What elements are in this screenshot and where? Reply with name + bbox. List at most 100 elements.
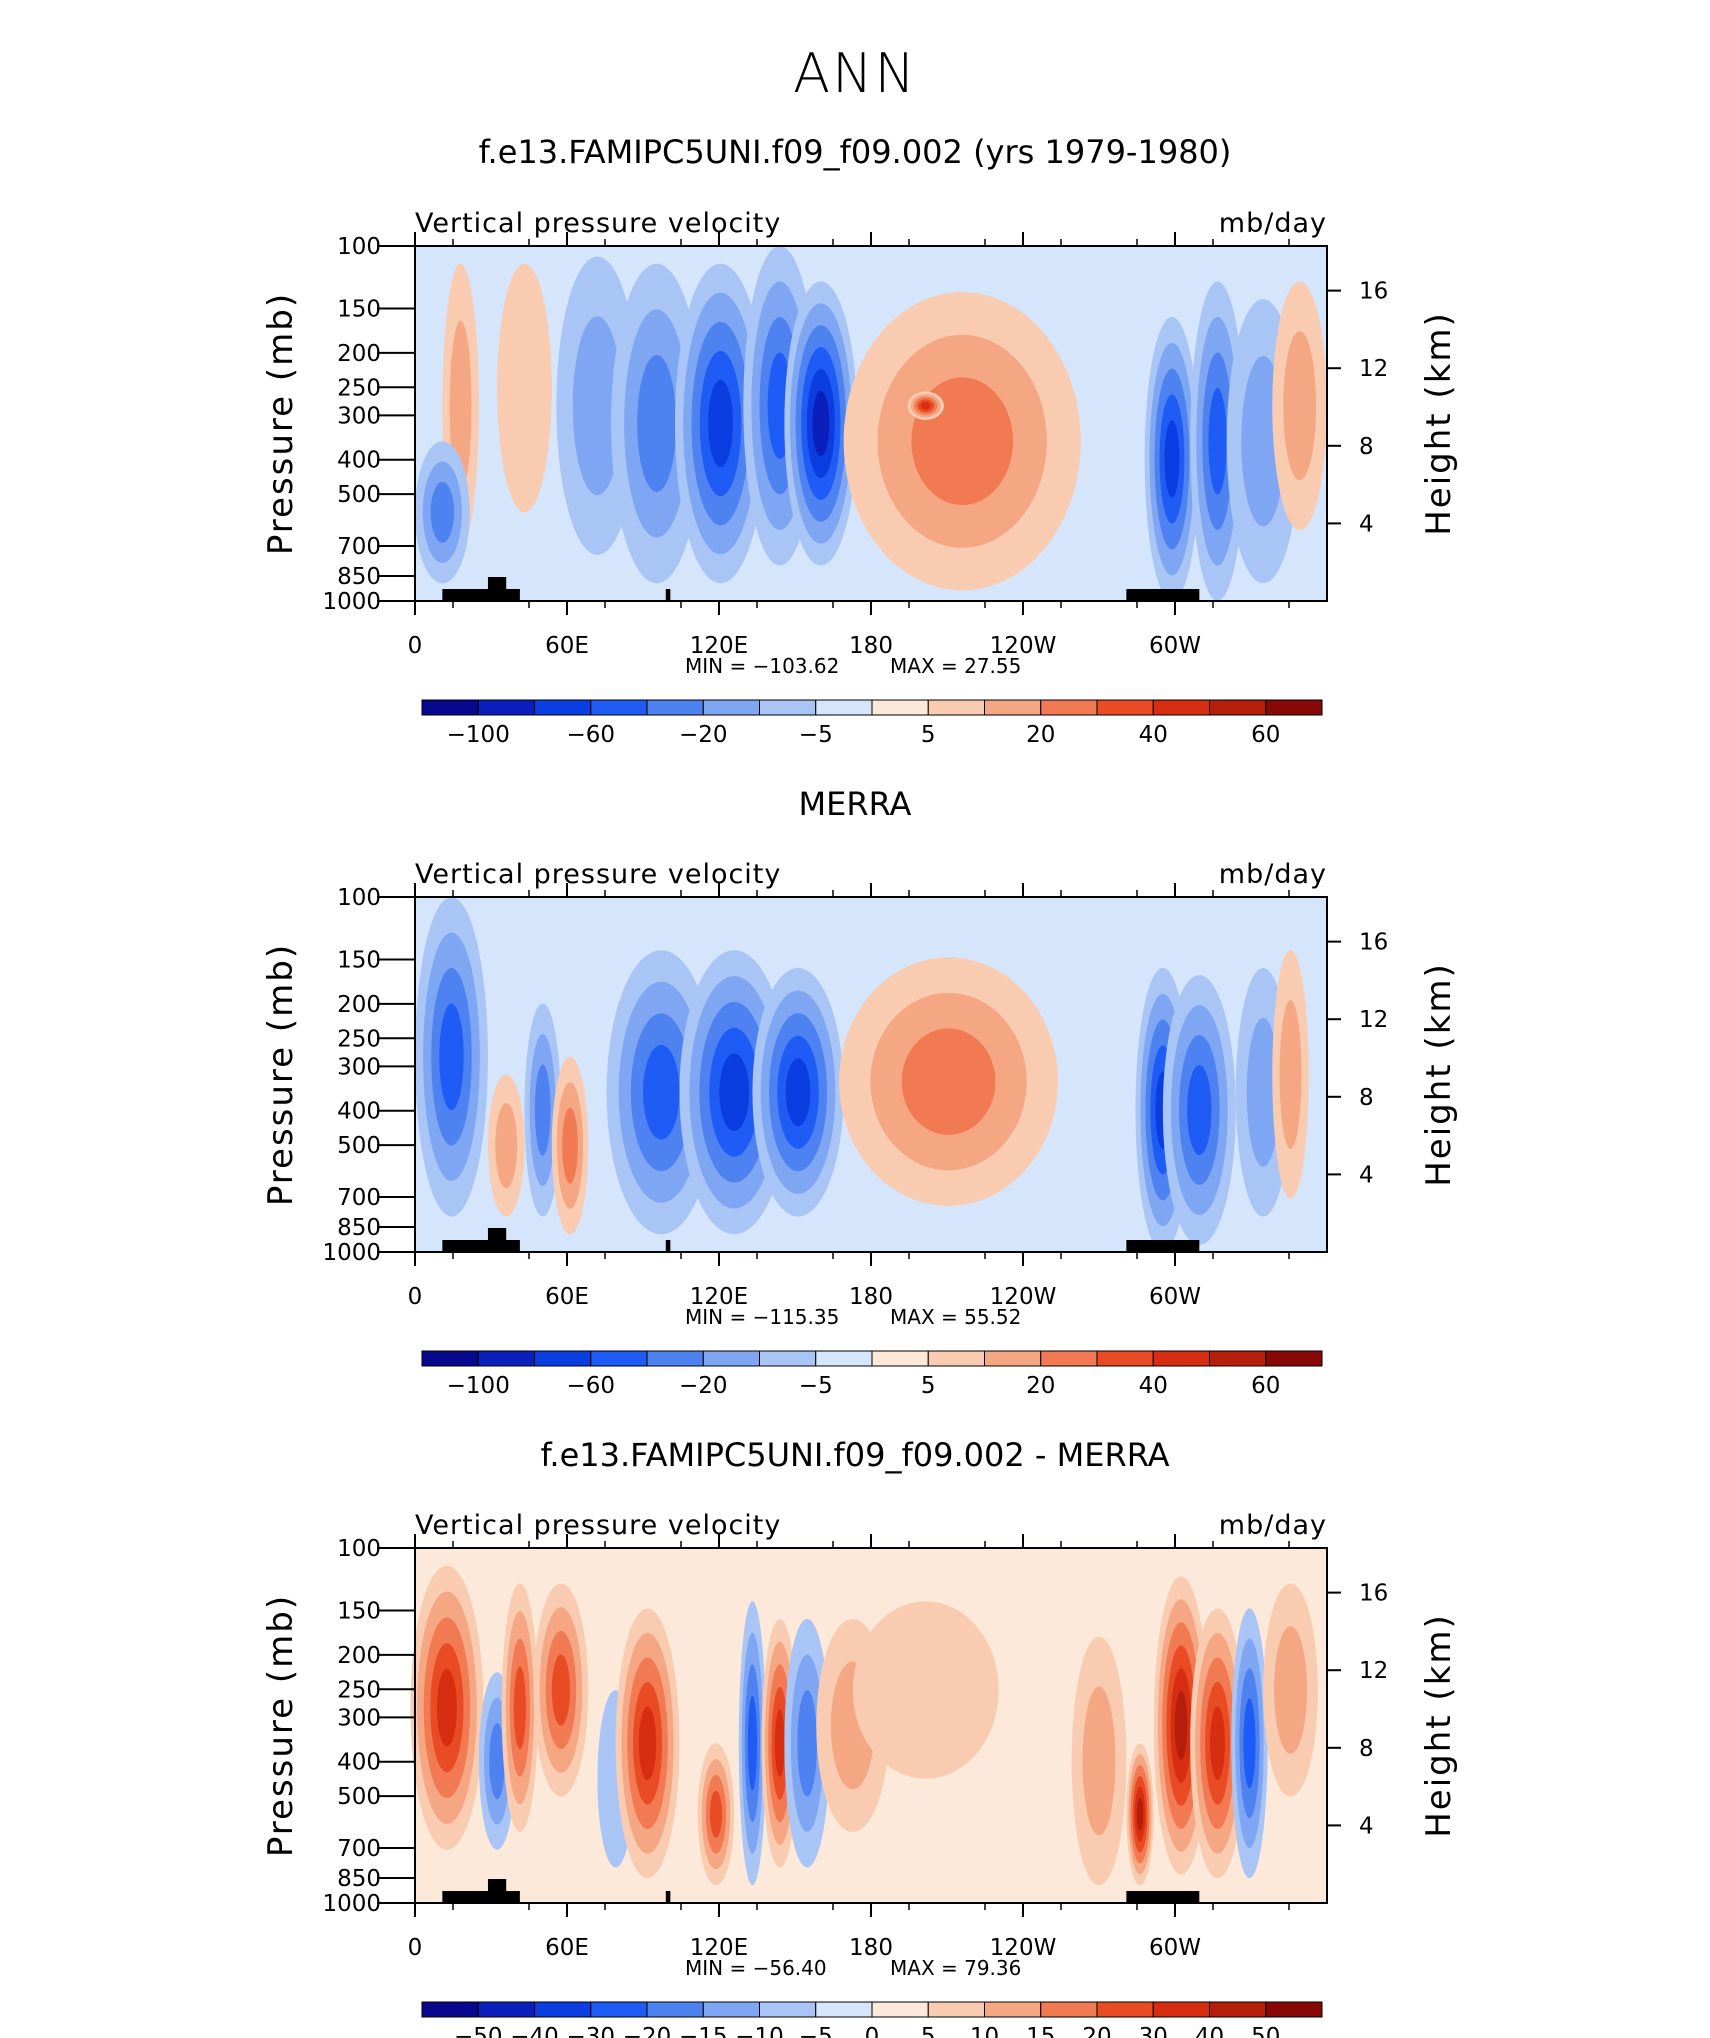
contour-region [747, 1695, 757, 1791]
contour-region [1164, 420, 1180, 498]
colorbar-box [984, 2001, 1042, 2018]
colorbar-label: −5 [799, 2024, 833, 2038]
colorbar-label: 20 [1026, 1373, 1055, 1399]
contour-region [495, 1102, 518, 1189]
x-tick-label: 120E [690, 1284, 748, 1310]
min-label: MIN = −56.40 [685, 1956, 827, 1980]
x-tick-label: 0 [408, 1284, 423, 1310]
topography-block [1126, 1240, 1200, 1252]
colorbar-label: 30 [1139, 2024, 1168, 2038]
y-tick-label: 400 [337, 1099, 381, 1125]
colorbar-box [1040, 1350, 1098, 1367]
colorbar-box [1040, 2001, 1098, 2018]
colorbar-box [927, 1350, 985, 1367]
y-tick-label: 250 [337, 1026, 381, 1052]
x-tick-label: 120E [690, 633, 748, 659]
y2-tick-label: 8 [1359, 1085, 1374, 1111]
contour-region [638, 1706, 657, 1781]
contour-region [1274, 1626, 1307, 1754]
colorbar-box [590, 1350, 648, 1367]
colorbar-box [815, 2001, 873, 2018]
contour-field [415, 897, 1309, 1252]
contour-region [430, 481, 455, 543]
contour-region [489, 1722, 505, 1800]
colorbar-box [421, 699, 479, 716]
topography-block [487, 1879, 507, 1903]
contour-region [1243, 1698, 1256, 1789]
colorbar-box [759, 1350, 817, 1367]
y-tick-label: 200 [337, 1643, 381, 1669]
colorbar-box [1209, 1350, 1267, 1367]
colorbar-box [590, 2001, 648, 2018]
colorbar-box [927, 2001, 985, 2018]
y2-axis-label: Height (km) [1419, 962, 1459, 1187]
contour-region [1174, 1691, 1188, 1760]
colorbar-box [759, 2001, 817, 2018]
y2-tick-label: 8 [1359, 434, 1374, 460]
colorbar: −50 −40 −30 −20 −15 −10 −5 0 5 10 15 20 30 40 50 [421, 2001, 1323, 2038]
y-tick-label: 150 [337, 948, 381, 974]
colorbar-box [646, 2001, 704, 2018]
colorbar-box [477, 1350, 535, 1367]
topography-block [665, 1240, 671, 1252]
colorbar-box [927, 699, 985, 716]
contour-region [920, 401, 931, 410]
topography [442, 577, 1200, 601]
y2-tick-label: 16 [1359, 930, 1388, 956]
x-tick-label: 60E [545, 1935, 589, 1961]
topography-block [442, 1240, 520, 1252]
y-tick-label: 1000 [322, 1240, 381, 1266]
colorbar-label: 40 [1139, 1373, 1168, 1399]
y-tick-label: 1000 [322, 1891, 381, 1917]
x-tick-label: 180 [849, 1284, 893, 1310]
colorbar-box [534, 699, 592, 716]
y-tick-label: 100 [337, 234, 381, 260]
colorbar-label: −5 [799, 722, 833, 748]
topography-block [487, 577, 507, 601]
contour-region [637, 355, 677, 492]
contour-region [1136, 1797, 1144, 1831]
figure-title: ANN [793, 42, 917, 105]
y2-tick-label: 12 [1359, 1007, 1388, 1033]
panel-3: f.e13.FAMIPC5UNI.f09_f09.002 - MERRA Vert… [261, 1436, 1459, 2038]
x-tick-label: 180 [849, 1935, 893, 1961]
colorbar-label: 60 [1251, 1373, 1280, 1399]
topography-block [442, 1891, 520, 1903]
contour-region [1082, 1686, 1116, 1836]
y-tick-label: 700 [337, 1185, 381, 1211]
topography [442, 1228, 1200, 1252]
colorbar-label: 40 [1139, 722, 1168, 748]
min-label: MIN = −103.62 [685, 654, 839, 678]
contour-region [719, 1053, 750, 1131]
contour-region [1208, 388, 1227, 495]
colorbar-label: 40 [1195, 2024, 1224, 2038]
panel-2: MERRA Vertical pressure velocity mb/day 0 60… [261, 785, 1459, 1399]
colorbar-label: 5 [921, 1373, 936, 1399]
colorbar-box [871, 1350, 929, 1367]
topography-block [1126, 1891, 1200, 1903]
contour-region [643, 1044, 680, 1140]
topography-block [665, 589, 671, 601]
x-tick-label: 60W [1149, 633, 1201, 659]
y-tick-label: 250 [337, 375, 381, 401]
subtitle-right: mb/day [1219, 1510, 1327, 1541]
y-tick-label: 850 [337, 564, 381, 590]
max-label: MAX = 55.52 [890, 1305, 1021, 1329]
colorbar-label: 5 [921, 722, 936, 748]
colorbar-label: 15 [1026, 2024, 1055, 2038]
y-tick-label: 400 [337, 448, 381, 474]
y2-tick-label: 12 [1359, 1658, 1388, 1684]
topography-block [665, 1891, 671, 1903]
y-tick-label: 850 [337, 1866, 381, 1892]
contour-region [812, 390, 830, 457]
contour-region [1187, 1065, 1212, 1155]
x-tick-label: 180 [849, 633, 893, 659]
y-axis-label: Pressure (mb) [261, 943, 301, 1206]
contour-field [410, 1565, 1318, 1886]
colorbar-label: −5 [799, 1373, 833, 1399]
contour-region [1283, 331, 1317, 481]
colorbar-label: 10 [970, 2024, 999, 2038]
colorbar-box [702, 1350, 760, 1367]
colorbar-label: 5 [921, 2024, 936, 2038]
